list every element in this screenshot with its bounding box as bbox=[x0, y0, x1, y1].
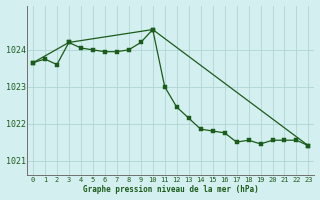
X-axis label: Graphe pression niveau de la mer (hPa): Graphe pression niveau de la mer (hPa) bbox=[83, 185, 259, 194]
